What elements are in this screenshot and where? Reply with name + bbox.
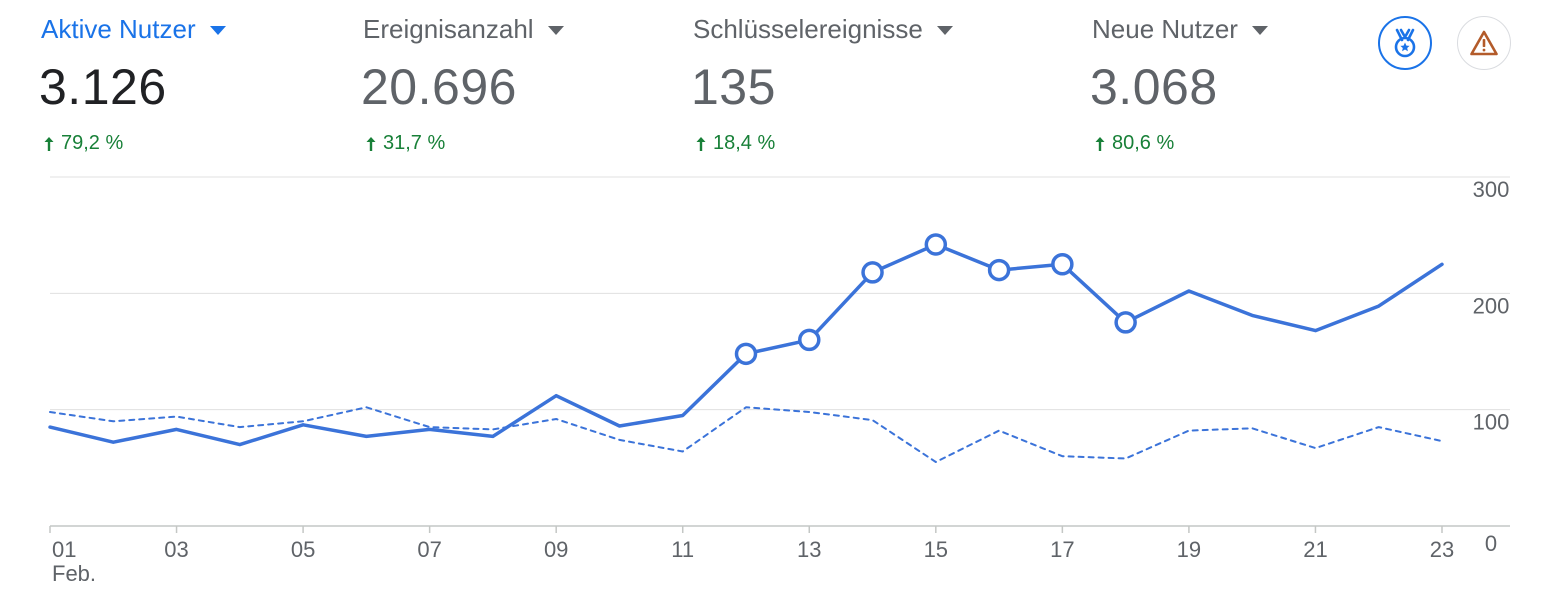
metric-selector-ereignisanzahl[interactable]: Ereignisanzahl (363, 14, 564, 45)
metric-selector-schluesselereignisse[interactable]: Schlüsselereignisse (693, 14, 953, 45)
metric-value: 135 (691, 59, 776, 115)
metric-label: Ereignisanzahl (363, 14, 534, 44)
warning-button[interactable] (1457, 16, 1511, 70)
x-tick-label: 13 (797, 537, 821, 562)
metric-selector-neue-nutzer[interactable]: Neue Nutzer (1092, 14, 1268, 45)
insights-button[interactable] (1378, 16, 1432, 70)
metric-change-value: 18,4 % (713, 132, 776, 154)
x-tick-label: 17 (1050, 537, 1074, 562)
arrow-up-icon (366, 136, 376, 151)
x-tick-label: 11 (671, 537, 694, 562)
x-tick-label: 07 (417, 537, 441, 562)
warning-triangle-icon (1470, 30, 1498, 56)
arrow-up-icon (44, 136, 54, 151)
metric-selector-aktive-nutzer[interactable]: Aktive Nutzer (41, 14, 226, 45)
comparison-series-line (49, 406, 1443, 463)
x-tick-label: 05 (291, 537, 315, 562)
metric-change: 79,2 % (43, 132, 123, 155)
data-point-marker (734, 342, 758, 366)
data-point-marker (1051, 253, 1074, 276)
x-tick-label: 15 (924, 537, 948, 562)
metric-label: Aktive Nutzer (41, 14, 196, 44)
caret-down-icon[interactable] (936, 26, 953, 35)
x-tick-label: 01 (52, 537, 76, 562)
data-point-marker (987, 258, 1011, 282)
x-tick-label: 21 (1303, 537, 1327, 562)
metric-value: 20.696 (361, 59, 517, 115)
x-tick-label: 09 (544, 537, 568, 562)
metric-change-value: 31,7 % (383, 132, 446, 154)
metric-change: 18,4 % (695, 132, 775, 155)
data-point-marker (1114, 311, 1137, 334)
data-point-marker (861, 261, 884, 284)
x-tick-sublabel: Feb. (52, 561, 96, 586)
data-point-marker (924, 233, 948, 256)
metric-change: 80,6 % (1094, 132, 1174, 155)
line-chart: 0 100 200 300 01 03 05 07 09 11 13 15 17 19 21 23 Feb. (48, 176, 1510, 586)
metric-value: 3.068 (1090, 59, 1218, 115)
arrow-up-icon (696, 136, 706, 151)
insights-medal-icon (1394, 28, 1416, 58)
arrow-up-icon (1095, 136, 1105, 151)
caret-down-icon[interactable] (1251, 26, 1268, 35)
y-tick-label: 100 (1473, 410, 1510, 435)
caret-down-icon[interactable] (209, 26, 226, 35)
data-point-marker (798, 328, 821, 352)
y-tick-label: 200 (1473, 293, 1510, 318)
metric-change-value: 79,2 % (61, 132, 124, 154)
metric-change-value: 80,6 % (1112, 132, 1175, 154)
x-tick-label: 23 (1430, 537, 1454, 562)
y-tick-label: 0 (1485, 531, 1497, 556)
metric-label: Neue Nutzer (1092, 14, 1238, 44)
metric-value: 3.126 (39, 59, 167, 115)
y-tick-label: 300 (1473, 177, 1510, 202)
metric-label: Schlüsselereignisse (693, 14, 923, 44)
metric-change: 31,7 % (365, 132, 445, 155)
caret-down-icon[interactable] (547, 26, 564, 35)
x-tick-label: 03 (164, 537, 188, 562)
x-tick-label: 19 (1177, 537, 1201, 562)
